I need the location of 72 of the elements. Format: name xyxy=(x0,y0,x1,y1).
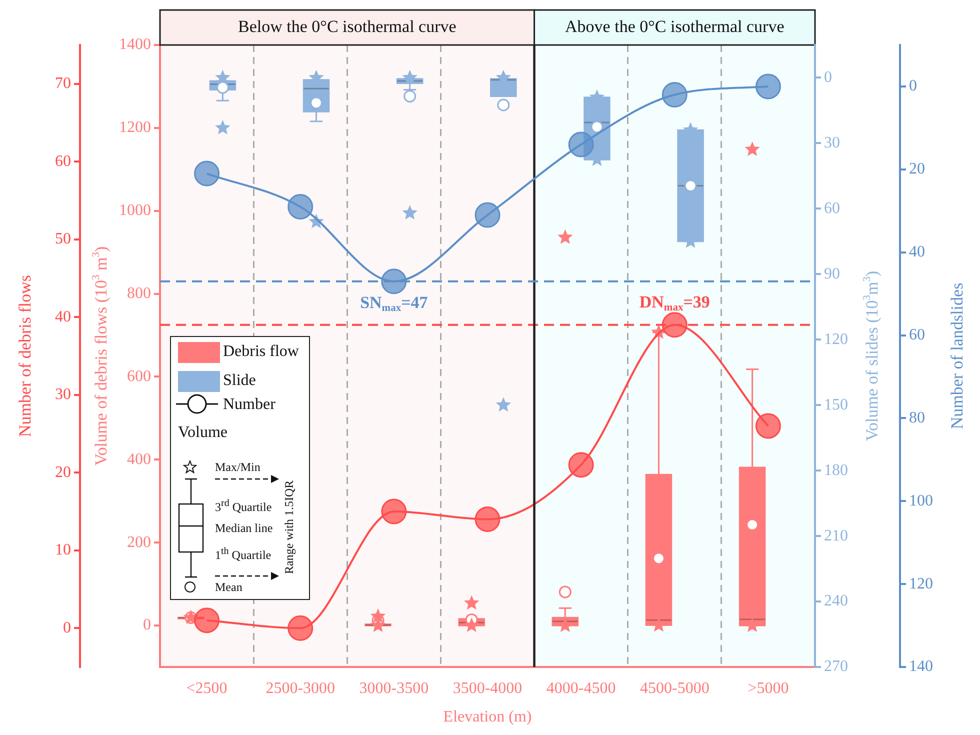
band-label: Below the 0°C isothermal curve xyxy=(238,16,456,36)
point xyxy=(662,312,688,338)
x-tick-label: 3000-3500 xyxy=(359,680,429,697)
point xyxy=(568,132,594,158)
y-tick-label: 120 xyxy=(824,330,848,348)
y2-tick-label: 0 xyxy=(909,78,917,95)
y-tick-label: 1000 xyxy=(119,202,151,220)
y-tick-label: 240 xyxy=(824,592,848,610)
annotation: 1$^{th}$ Quartile xyxy=(215,546,272,562)
annotation: 3$^{rd}$ Quartile xyxy=(215,498,272,514)
y2-tick-label: 120 xyxy=(909,575,933,592)
point xyxy=(662,82,688,108)
y2-tick-label: 20 xyxy=(55,464,71,481)
y-tick-label: 200 xyxy=(127,534,151,551)
band-label: Above the 0°C isothermal curve xyxy=(565,16,784,36)
annotation: Max/Min xyxy=(215,460,260,474)
y2-tick-label: 100 xyxy=(909,492,933,510)
y2-tick-label: 40 xyxy=(909,244,925,261)
y2-tick-label: 40 xyxy=(55,308,71,326)
point xyxy=(381,268,407,294)
x-tick-label: >5000 xyxy=(748,680,789,697)
y-tick-label: 800 xyxy=(127,285,151,302)
y-tick-label: 1400 xyxy=(119,36,151,54)
point xyxy=(474,506,500,532)
y2-tick-label: 30 xyxy=(55,386,71,404)
annotation: Mean xyxy=(215,580,242,594)
legend-label: Debris flow xyxy=(223,343,299,360)
point xyxy=(755,74,781,100)
annotation: Median line xyxy=(215,521,273,535)
y-tick-label: 180 xyxy=(824,462,848,479)
y2-tick-label: 50 xyxy=(55,230,71,248)
legend-label: Slide xyxy=(223,372,256,389)
y-tick-label: 150 xyxy=(824,396,848,414)
y-tick-label: 90 xyxy=(824,265,840,282)
point xyxy=(381,498,407,524)
point xyxy=(568,452,594,478)
annotation: Range with 1.5IQR xyxy=(282,480,296,574)
y-tick-label: 270 xyxy=(824,658,848,676)
point xyxy=(194,608,220,634)
y-tick-label: 0 xyxy=(824,68,832,86)
y-axis-title: Volume of debris flows (103 m3) xyxy=(90,246,110,466)
annotation: Number xyxy=(223,396,276,413)
y-tick-label: 210 xyxy=(824,527,848,544)
y2-axis-title: Number of debris flows xyxy=(15,275,34,437)
y-tick-label: 60 xyxy=(824,200,840,217)
y2-tick-label: 10 xyxy=(55,542,71,559)
y2-tick-label: 0 xyxy=(63,619,71,636)
y2-tick-label: 20 xyxy=(909,160,925,178)
y2-tick-label: 60 xyxy=(55,152,71,170)
y2-tick-label: 60 xyxy=(909,326,925,344)
point xyxy=(288,615,314,641)
point xyxy=(194,160,220,186)
x-tick-label: 4500-5000 xyxy=(640,680,710,697)
point xyxy=(474,202,500,228)
y-tick-label: 400 xyxy=(127,450,151,468)
x-tick-label: 3500-4000 xyxy=(452,680,522,697)
y-tick-label: 30 xyxy=(824,134,840,152)
y-tick-label: 0 xyxy=(143,616,151,634)
point xyxy=(288,194,314,220)
y2-tick-label: 140 xyxy=(909,658,933,676)
x-tick-label: <2500 xyxy=(186,680,228,697)
x-axis-title: Elevation (m) xyxy=(443,708,532,726)
y2-tick-label: 70 xyxy=(55,75,71,92)
annotation: Volume xyxy=(178,424,228,441)
y-tick-label: 600 xyxy=(127,368,151,385)
point xyxy=(755,413,781,439)
y2-axis-title: Number of landslides xyxy=(947,282,966,430)
y2-tick-label: 80 xyxy=(909,409,925,426)
y-tick-label: 1200 xyxy=(119,119,151,136)
x-tick-label: 2500-3000 xyxy=(266,680,336,697)
x-tick-label: 4000-4500 xyxy=(546,680,616,697)
y-axis-title: Volume of slides (103m3) xyxy=(862,270,882,442)
